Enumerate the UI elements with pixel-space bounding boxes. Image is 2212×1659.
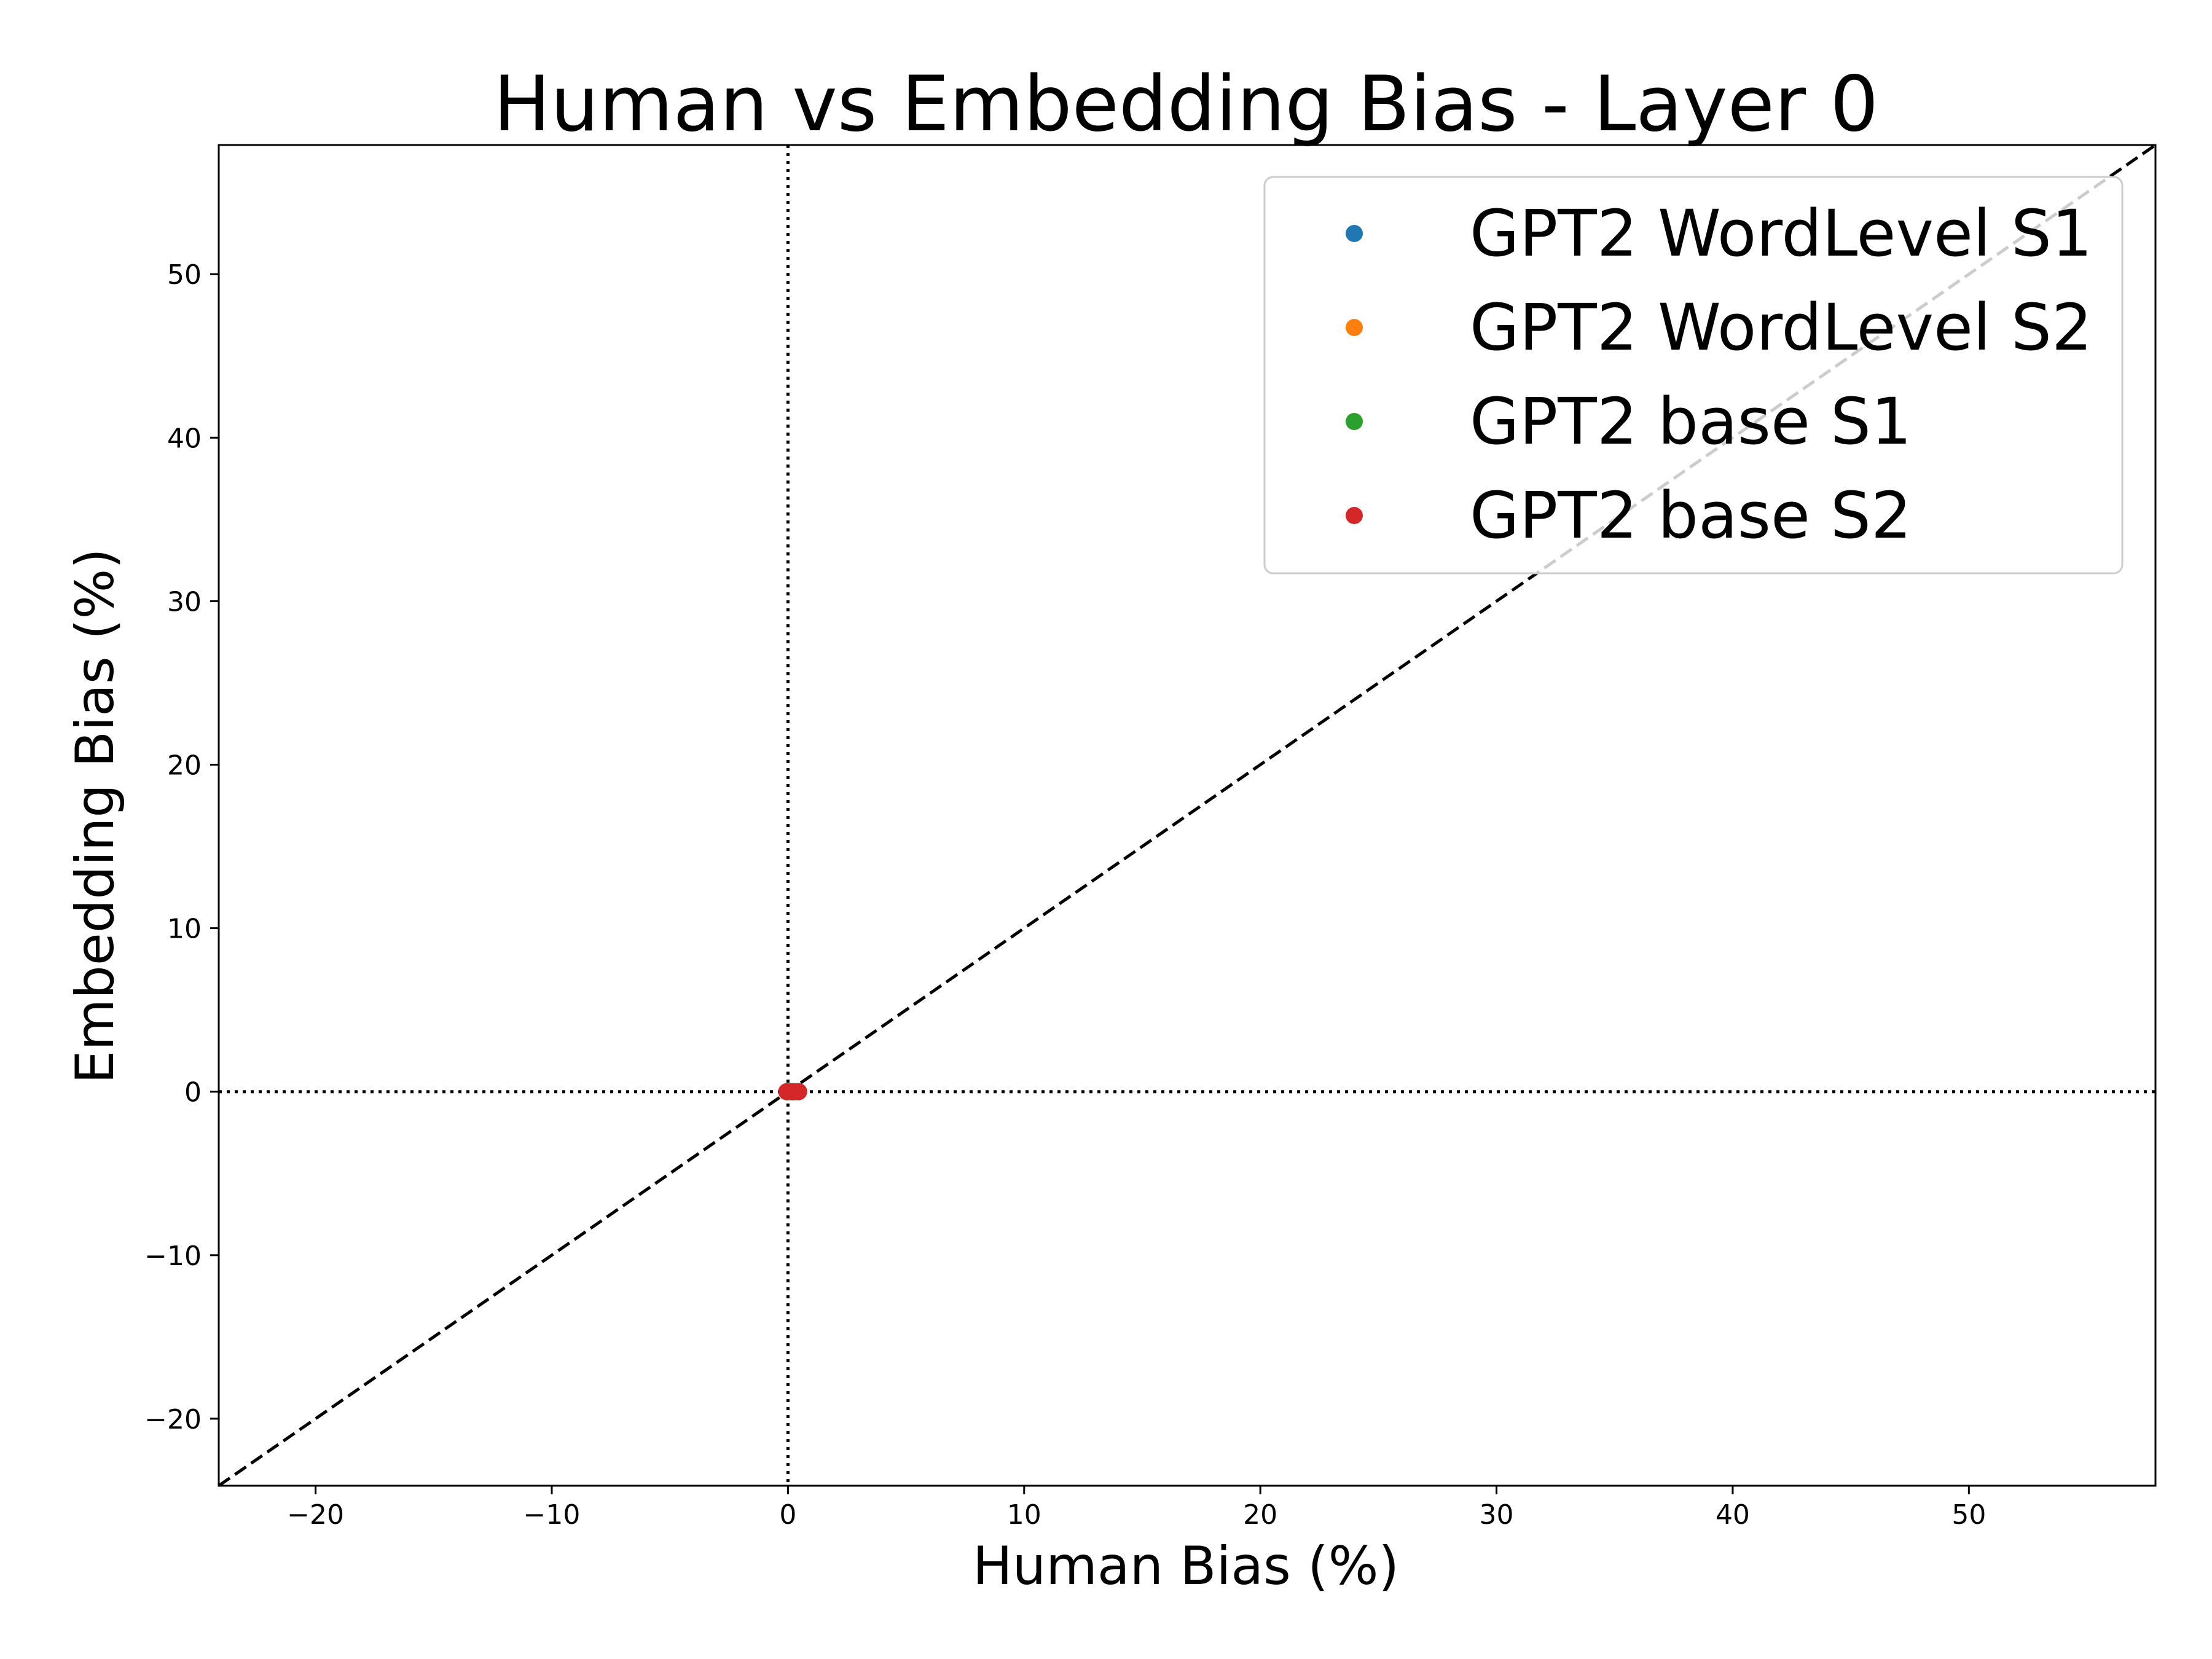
x-tick-label: −10 (524, 1499, 581, 1531)
y-tick-label: 0 (184, 1077, 202, 1108)
legend-marker-series-4 (1346, 507, 1363, 524)
data-point-series-4-3 (790, 1083, 807, 1100)
legend-label-series-4: GPT2 base S2 (1470, 478, 1912, 553)
y-tick-label: 20 (167, 750, 202, 782)
axis-ticks: −20 −10 0 10 20 30 40 50 −20 −10 0 10 20 30 40 50 (144, 259, 1986, 1531)
y-tick-label: −10 (144, 1241, 202, 1272)
plot-frame (218, 144, 2157, 1487)
legend: GPT2 WordLevel S1 GPT2 WordLevel S2 GPT2 b… (1263, 176, 2124, 575)
chart-title: Human vs Embedding Bias - Layer 0 (493, 60, 1878, 149)
x-tick-label: 50 (1951, 1499, 1986, 1531)
x-tick-label: 20 (1243, 1499, 1277, 1531)
x-tick-label: 40 (1716, 1499, 1750, 1531)
legend-label-series-3: GPT2 base S1 (1470, 384, 1912, 459)
legend-label-series-2: GPT2 WordLevel S2 (1470, 290, 2092, 365)
y-tick-label: 30 (167, 586, 202, 618)
plot-area (218, 143, 2157, 1488)
legend-marker-series-1 (1346, 225, 1363, 242)
legend-marker-series-3 (1346, 413, 1363, 430)
x-tick-label: 30 (1480, 1499, 1514, 1531)
x-tick-label: 10 (1007, 1499, 1041, 1531)
legend-marker-series-2 (1346, 319, 1363, 336)
y-axis-label: Embedding Bias (%) (65, 548, 126, 1084)
x-tick-label: −20 (287, 1499, 344, 1531)
legend-label-series-1: GPT2 WordLevel S1 (1470, 196, 2092, 271)
y-tick-label: 50 (167, 259, 202, 291)
x-tick-label: 0 (779, 1499, 796, 1531)
x-axis-label: Human Bias (%) (973, 1535, 1399, 1597)
legend-box (1263, 176, 2124, 575)
y-tick-label: 40 (167, 423, 202, 454)
y-tick-label: 10 (167, 914, 202, 945)
y-tick-label: −20 (144, 1404, 202, 1435)
